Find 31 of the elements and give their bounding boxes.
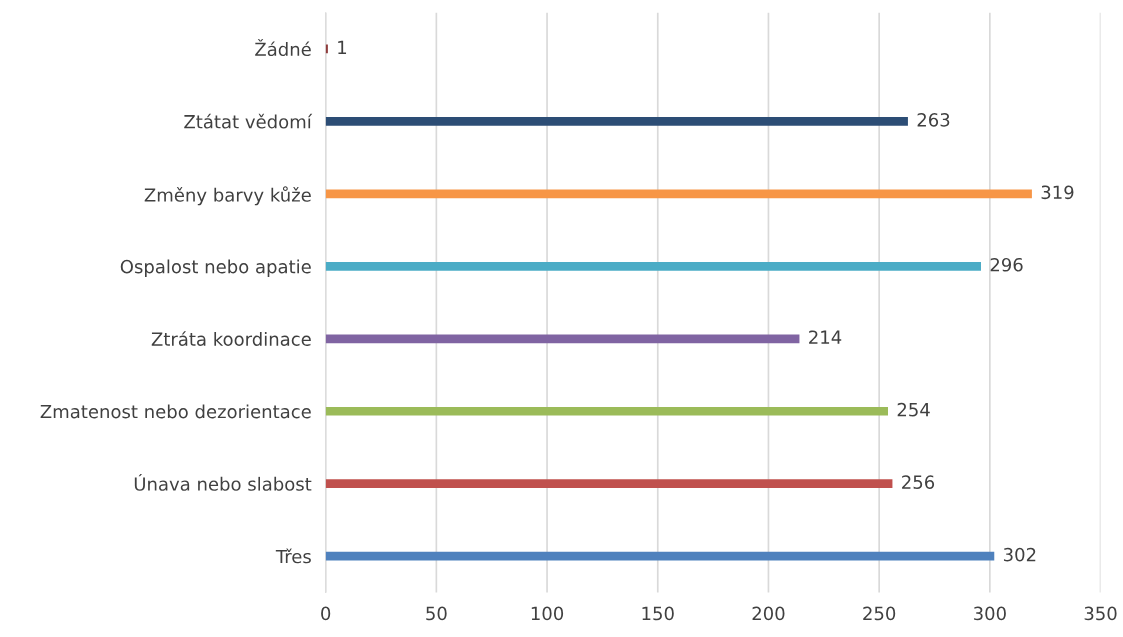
bar (325, 262, 981, 271)
x-tick-label: 100 (531, 606, 564, 621)
data-label: 296 (990, 257, 1023, 272)
x-tick-label: 0 (321, 606, 331, 621)
y-tick-label: Žádné (255, 39, 311, 57)
bar (325, 117, 908, 126)
x-tick-label: 250 (863, 606, 896, 621)
data-label: 263 (917, 113, 950, 127)
bar (325, 479, 893, 489)
x-tick-label: 50 (426, 606, 447, 621)
x-tick-label: 300 (973, 606, 1006, 621)
y-tick-label: Ospalost nebo apatie (120, 259, 311, 277)
x-tick-label: 150 (642, 606, 674, 621)
data-label: 256 (902, 475, 935, 489)
x-tick-label: 200 (752, 606, 785, 621)
y-tick-label: Ztátat vědomí (184, 113, 313, 129)
bar (325, 334, 800, 344)
y-tick-label: Únava nebo slabost (134, 473, 312, 491)
y-tick-label: Změny barvy kůže (144, 186, 311, 206)
data-label: 1 (338, 40, 347, 54)
y-tick-label: Ztráta koordinace (151, 331, 311, 346)
bar (325, 551, 995, 561)
y-tick-label: Třes (275, 548, 311, 564)
data-label: 254 (897, 402, 930, 417)
x-tick-label: 350 (1084, 606, 1117, 621)
data-label: 319 (1041, 185, 1074, 200)
data-label: 214 (809, 330, 842, 344)
data-label: 302 (1003, 547, 1036, 562)
y-tick-label: Zmatenost nebo dezorientace (40, 404, 311, 419)
bar (325, 406, 888, 416)
bar (325, 189, 1032, 199)
